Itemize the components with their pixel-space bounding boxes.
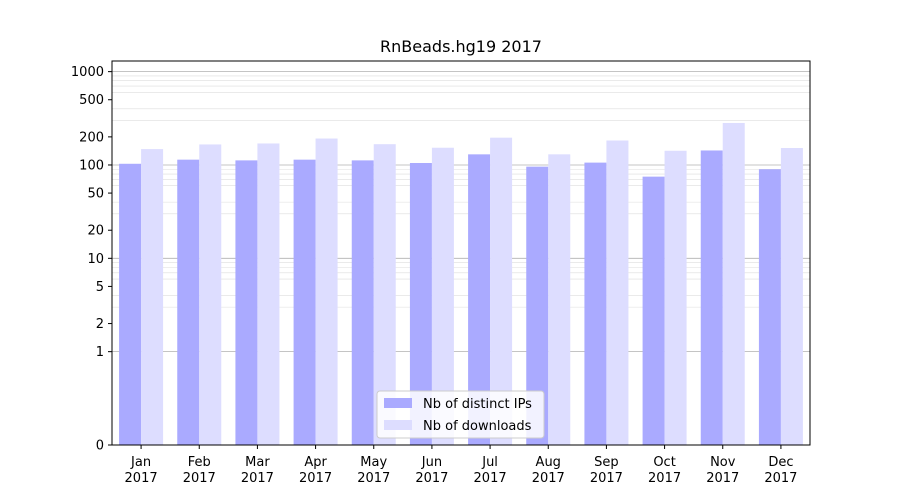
x-tick-label-year: 2017 [415,471,448,486]
bar-distinct-ips [409,162,432,445]
bar-downloads [373,144,396,445]
bar-distinct-ips [468,154,491,445]
bar-downloads [664,150,687,445]
y-tick-label: 10 [87,252,104,267]
bar-downloads [780,148,803,445]
bar-distinct-ips [700,150,723,445]
y-tick-label: 100 [79,158,104,173]
bar-downloads [315,138,338,445]
y-tick-label: 2 [96,317,104,332]
y-tick-label: 1 [96,345,104,360]
y-tick-label: 50 [87,187,104,202]
x-tick-label-month: Apr [304,455,327,470]
legend-label-distinct-ips: Nb of distinct IPs [423,397,532,412]
x-tick-label-year: 2017 [299,471,332,486]
bar-downloads [199,144,222,445]
y-tick-label: 20 [87,224,104,239]
legend-box [376,390,545,439]
bar-distinct-ips [758,169,781,446]
x-tick-label-month: Nov [710,455,736,470]
x-tick-label-year: 2017 [764,471,797,486]
bar-downloads [606,140,629,445]
x-tick-label-month: Aug [536,455,561,470]
x-tick-label-year: 2017 [125,471,158,486]
x-tick-label-month: Feb [188,455,211,470]
x-tick-label-month: Sep [594,455,619,470]
bar-distinct-ips [119,163,142,446]
grid-lines [112,71,810,353]
bar-downloads [431,147,454,445]
x-tick-label-year: 2017 [357,471,390,486]
bar-distinct-ips [526,166,549,445]
bar-distinct-ips [642,176,665,445]
x-tick-label-year: 2017 [241,471,274,486]
x-tick-label-month: Jun [421,455,442,470]
legend: Nb of distinct IPs Nb of downloads [376,390,545,439]
x-tick-label-month: Mar [245,455,270,470]
legend-label-downloads: Nb of downloads [423,419,532,434]
x-tick-label-month: Jan [130,455,151,470]
legend-swatch-downloads [384,420,412,430]
chart-title: RnBeads.hg19 2017 [380,37,542,56]
bar-distinct-ips [177,159,200,445]
y-axis: 0 1 2 5 10 20 50 100 200 500 1000 [71,65,112,454]
y-tick-label: 5 [96,280,104,295]
x-tick-label-year: 2017 [532,471,565,486]
y-tick-label: 0 [96,439,104,454]
bar-downloads [548,154,571,445]
bar-downloads [722,122,745,445]
bar-downloads [257,143,280,445]
x-tick-label-month: Dec [768,455,793,470]
x-tick-label-year: 2017 [183,471,216,486]
bar-distinct-ips [584,162,607,445]
bar-downloads [490,137,513,445]
x-tick-label-year: 2017 [474,471,507,486]
bar-distinct-ips [293,159,316,445]
bar-distinct-ips [351,160,374,445]
y-tick-label: 1000 [71,65,104,80]
bar-distinct-ips [235,160,258,445]
plot-frame [111,60,811,446]
x-tick-label-month: Oct [653,455,675,470]
x-tick-label-year: 2017 [648,471,681,486]
bars [119,122,803,446]
x-tick-label-year: 2017 [590,471,623,486]
x-axis: Jan2017Feb2017Mar2017Apr2017May2017Jun20… [125,445,797,486]
x-tick-label-month: May [360,455,387,470]
x-tick-label-year: 2017 [706,471,739,486]
bar-downloads [141,149,164,445]
y-tick-label: 200 [79,130,104,145]
x-tick-label-month: Jul [481,455,498,470]
y-tick-label: 500 [79,93,104,108]
legend-swatch-distinct-ips [384,398,412,408]
